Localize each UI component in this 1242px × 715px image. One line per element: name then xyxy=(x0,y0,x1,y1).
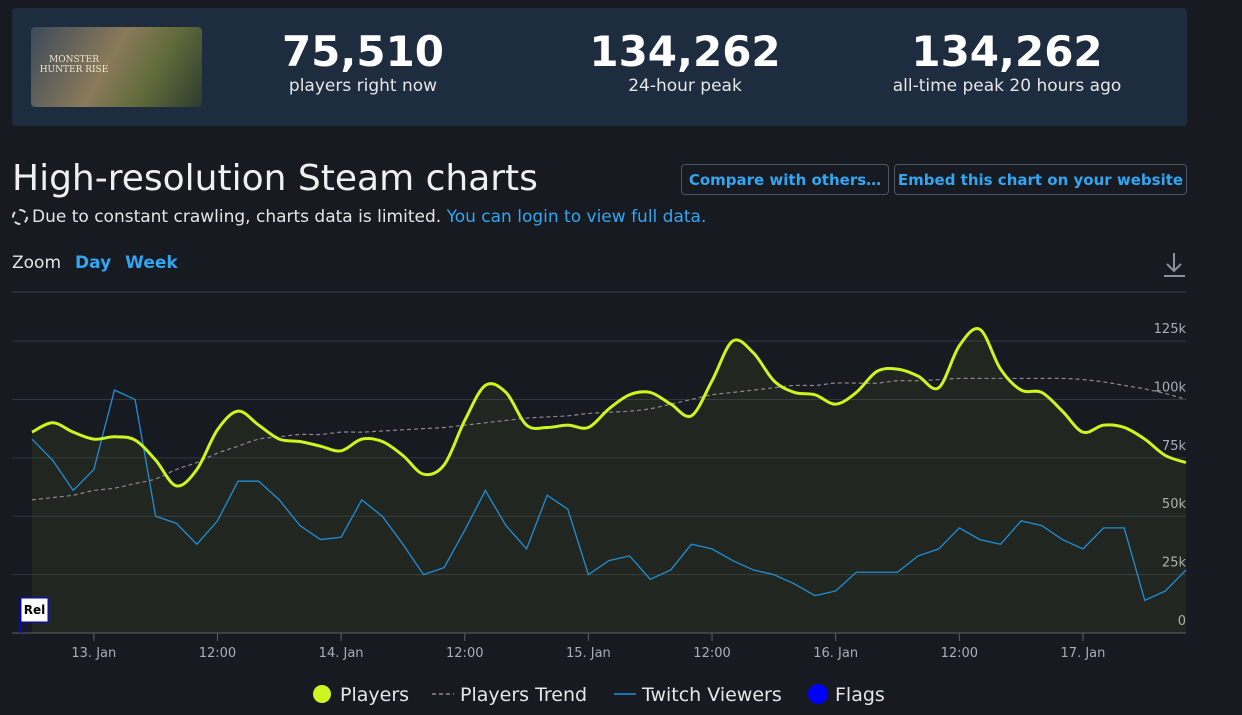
x-tick-label: 15. Jan xyxy=(566,646,611,661)
flag-label: Rel xyxy=(24,603,46,617)
x-tick-label: 12:00 xyxy=(693,646,730,661)
x-tick-label: 12:00 xyxy=(199,646,236,661)
flag-box xyxy=(20,597,49,623)
notice: Due to constant crawling, charts data is… xyxy=(12,207,706,227)
stat: 75,510 players right now xyxy=(198,27,528,97)
players-area xyxy=(32,328,1186,633)
notice-icon xyxy=(12,209,28,225)
y-tick-label: 125k xyxy=(1154,322,1187,337)
legend-item[interactable]: Players xyxy=(313,684,409,706)
y-tick-label: 25k xyxy=(1162,556,1187,571)
download-icon[interactable] xyxy=(1164,253,1185,277)
stats-card: MONSTER HUNTER RISE 75,510 players right … xyxy=(12,8,1187,126)
legend-item[interactable]: Players Trend xyxy=(432,684,587,706)
x-tick-label: 16. Jan xyxy=(813,646,858,661)
legend-label: Flags xyxy=(835,684,885,706)
stat-label: 24-hour peak xyxy=(628,76,742,96)
compare-button[interactable]: Compare with others… xyxy=(681,164,889,195)
x-tick-label: 12:00 xyxy=(446,646,483,661)
series-line xyxy=(31,389,1187,602)
legend-label: Players xyxy=(340,684,409,706)
zoom-option[interactable]: Day xyxy=(75,253,112,273)
stat-value: 75,510 xyxy=(281,27,445,76)
heading: High-resolution Steam charts xyxy=(12,158,538,199)
embed-button[interactable]: Embed this chart on your website xyxy=(894,164,1187,195)
game-logo: MONSTER HUNTER RISE xyxy=(39,55,109,75)
stat-label: all-time peak 20 hours ago xyxy=(892,76,1122,96)
zoom-label: Zoom xyxy=(12,253,62,273)
y-tick-label: 50k xyxy=(1162,497,1187,512)
series-line xyxy=(31,327,1187,488)
series-line xyxy=(31,377,1187,501)
notice-text: Due to constant crawling, charts data is… xyxy=(32,207,442,227)
legend-label: Twitch Viewers xyxy=(641,684,782,706)
x-tick-label: 14. Jan xyxy=(319,646,364,661)
zoom-bar: Zoom Day Week xyxy=(12,253,178,273)
stat-value: 134,262 xyxy=(911,27,1103,76)
stat: 134,262 all-time peak 20 hours ago xyxy=(842,27,1172,97)
legend-label: Players Trend xyxy=(460,684,587,706)
legend-swatch xyxy=(313,685,331,703)
stat-value: 134,262 xyxy=(589,27,781,76)
game-image: MONSTER HUNTER RISE xyxy=(31,27,202,107)
legend-item[interactable]: Twitch Viewers xyxy=(614,684,782,706)
legend-swatch xyxy=(808,684,828,704)
y-tick-label: 75k xyxy=(1162,439,1187,454)
login-link[interactable]: You can login to view full data. xyxy=(446,207,707,227)
x-tick-label: 17. Jan xyxy=(1061,646,1106,661)
y-tick-label: 0 xyxy=(1178,614,1186,629)
stat: 134,262 24-hour peak xyxy=(520,27,850,97)
stat-label: players right now xyxy=(288,76,438,96)
y-tick-label: 100k xyxy=(1154,380,1187,395)
x-tick-label: 13. Jan xyxy=(71,646,116,661)
legend-item[interactable]: Flags xyxy=(808,684,885,706)
zoom-option[interactable]: Week xyxy=(125,253,178,273)
x-tick-label: 12:00 xyxy=(941,646,978,661)
